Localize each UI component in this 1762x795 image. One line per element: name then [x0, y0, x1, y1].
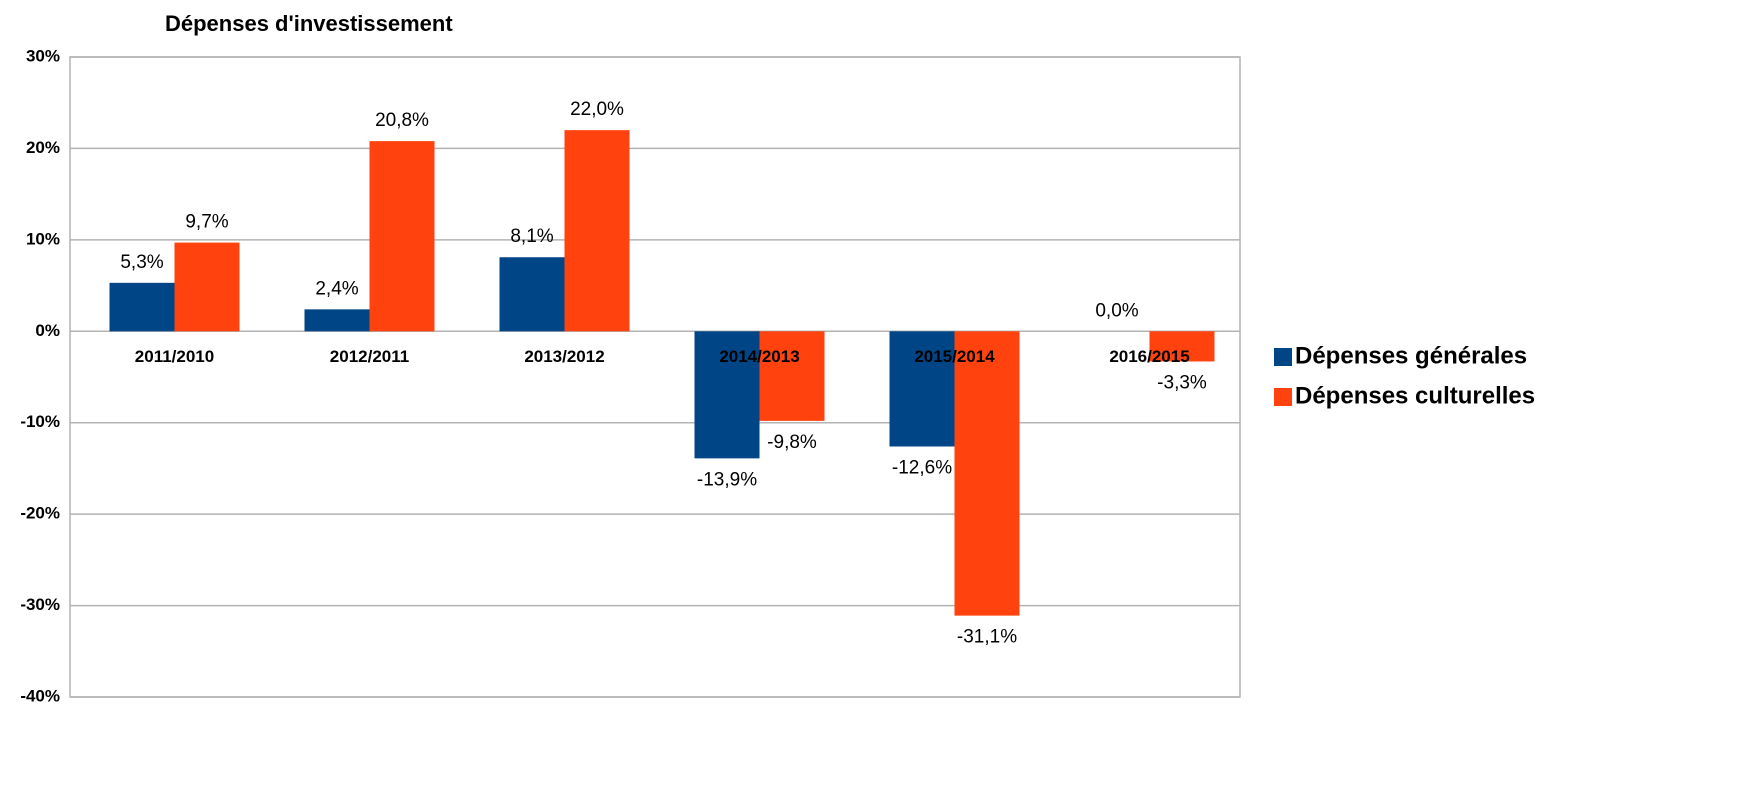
bar [304, 309, 370, 332]
bar [759, 331, 825, 421]
value-label: 20,8% [375, 110, 429, 131]
x-tick-label: 2015/2014 [914, 347, 995, 366]
y-tick-label: -40% [20, 686, 60, 705]
value-label: -31,1% [957, 627, 1017, 648]
value-label: 8,1% [510, 226, 553, 247]
x-tick-label: 2014/2013 [719, 347, 799, 366]
bar [369, 141, 435, 332]
value-label: -12,6% [892, 458, 952, 479]
x-tick-label: 2012/2011 [330, 347, 409, 366]
y-tick-label: 0% [35, 321, 60, 340]
legend-label: Dépenses générales [1295, 342, 1527, 369]
y-tick-label: 30% [26, 46, 60, 65]
x-tick-label: 2013/2012 [524, 347, 604, 366]
value-label: 2,4% [315, 278, 358, 299]
value-label: -13,9% [697, 469, 757, 490]
value-label: -9,8% [767, 432, 817, 453]
y-tick-label: -20% [20, 504, 60, 523]
bar [1149, 331, 1215, 362]
y-tick-label: 20% [26, 138, 60, 157]
legend-label: Dépenses culturelles [1295, 382, 1535, 409]
plot-area [69, 56, 1241, 698]
bar [889, 331, 955, 447]
legend-swatch [1274, 348, 1292, 366]
value-label: 0,0% [1095, 300, 1138, 321]
bar [174, 242, 240, 332]
chart-title: Dépenses d'investissement [165, 11, 453, 36]
bar [499, 257, 565, 332]
x-tick-label: 2011/2010 [135, 347, 214, 366]
value-label: -3,3% [1157, 372, 1207, 393]
bar [694, 331, 760, 459]
bar [954, 331, 1020, 616]
bar [564, 130, 630, 332]
y-tick-label: 10% [26, 229, 60, 248]
value-label: 22,0% [570, 99, 624, 120]
value-label: 5,3% [120, 252, 163, 273]
bar [109, 282, 175, 332]
y-tick-label: -10% [20, 412, 60, 431]
y-tick-label: -30% [20, 595, 60, 614]
legend-swatch [1274, 388, 1292, 406]
x-tick-label: 2016/2015 [1109, 347, 1189, 366]
value-label: 9,7% [185, 212, 228, 233]
